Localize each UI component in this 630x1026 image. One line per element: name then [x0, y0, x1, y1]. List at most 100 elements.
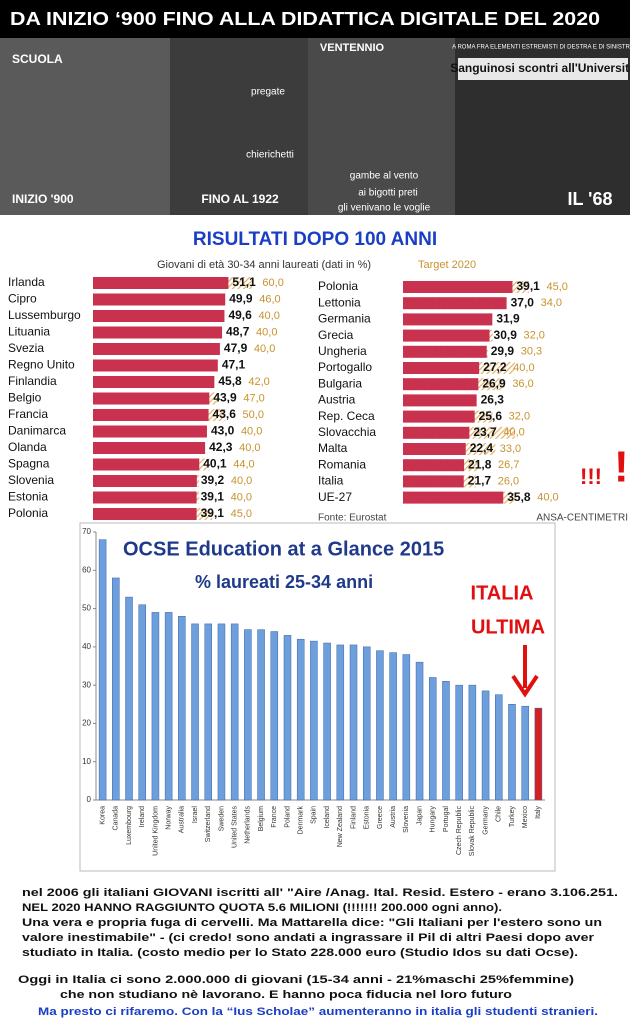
value-label: 43,9: [213, 391, 237, 405]
x-tick-label: Austria: [390, 806, 397, 828]
footer-line: NEL 2020 HANNO RAGGIUNTO QUOTA 5.6 MILIO…: [22, 902, 502, 914]
x-tick-label: Ireland: [139, 806, 146, 828]
value-label: 39,1: [201, 506, 225, 520]
bar: [403, 345, 487, 358]
bar: [403, 329, 490, 342]
target-label: 40,0: [241, 425, 262, 437]
x-tick-label: New Zealand: [337, 806, 344, 847]
photo-caption: FINO AL 1922: [201, 192, 279, 206]
value-label: 51,1: [232, 275, 256, 289]
bar: [93, 425, 207, 438]
category-label: Lituania: [8, 325, 50, 339]
source: Fonte: Eurostat: [318, 513, 387, 524]
target-label: 26,0: [498, 475, 519, 487]
bar: [138, 604, 146, 801]
category-label: Regno Unito: [8, 358, 75, 372]
bar: [310, 640, 318, 801]
title-band: [0, 0, 630, 38]
x-tick-label: Portugal: [443, 806, 450, 833]
value-label: 45,8: [218, 374, 242, 388]
target-label: 60,0: [262, 277, 283, 289]
results-title: RISULTATI DOPO 100 ANNI: [193, 229, 437, 250]
value-label: 29,9: [491, 344, 515, 358]
x-tick-label: United Kingdom: [152, 806, 159, 856]
value-label: 42,3: [209, 440, 233, 454]
photo-caption: gambe al vento: [350, 171, 419, 182]
target-label: 32,0: [524, 330, 545, 342]
bar: [93, 458, 200, 471]
bar: [349, 644, 358, 801]
value-label: 21,8: [468, 457, 492, 471]
bar: [508, 704, 516, 801]
target-label: 40,0: [513, 362, 534, 374]
category-label: Svezia: [8, 341, 44, 355]
photo-caption: gli venivano le voglie: [338, 203, 431, 214]
target-label: 47,0: [243, 392, 264, 404]
category-label: Francia: [8, 407, 48, 421]
x-tick-label: Slovenia: [403, 806, 410, 833]
category-label: Estonia: [8, 490, 48, 504]
bar: [403, 394, 477, 407]
bar: [403, 426, 470, 439]
category-label: Spagna: [8, 457, 50, 471]
target-label: 40,0: [231, 491, 252, 503]
value-label: 47,9: [224, 341, 248, 355]
value-label: 25,6: [479, 409, 503, 423]
bar: [296, 638, 305, 801]
exclamation: !!!: [580, 464, 602, 489]
target-label: 40,0: [239, 442, 260, 454]
y-tick-label: 0: [87, 795, 92, 804]
value-label: 48,7: [226, 325, 250, 339]
value-label: 27,2: [483, 360, 507, 374]
value-label: 39,1: [201, 490, 225, 504]
target-label: 40,0: [258, 310, 279, 322]
x-tick-label: Switzerland: [205, 806, 212, 842]
value-label: 47,1: [222, 358, 246, 372]
bar: [230, 623, 239, 801]
bar: [403, 459, 465, 472]
bar: [191, 623, 199, 801]
target-legend: Target 2020: [418, 259, 476, 271]
category-label: Cipro: [8, 292, 37, 306]
value-label: 49,6: [228, 308, 252, 322]
bar: [336, 644, 345, 801]
category-label: Portogallo: [318, 360, 372, 374]
category-label: Polonia: [8, 506, 48, 520]
x-tick-label: Sweden: [218, 806, 225, 831]
target-label: 34,0: [541, 297, 562, 309]
headline-box: [458, 58, 628, 80]
y-tick-label: 40: [82, 642, 91, 651]
arrow-head: [511, 674, 539, 698]
category-label: Italia: [318, 474, 344, 488]
value-label: 31,9: [496, 312, 520, 326]
bar: [93, 326, 223, 339]
category-label: Belgio: [8, 391, 42, 405]
category-label: Malta: [318, 441, 348, 455]
value-label: 23,7: [473, 425, 497, 439]
category-label: Danimarca: [8, 424, 66, 438]
eu-subtitle: Giovani di età 30-34 anni laureati (dati…: [157, 259, 371, 271]
target-label: 40,0: [231, 475, 252, 487]
value-label: 37,0: [511, 295, 535, 309]
category-label: Rep. Ceca: [318, 409, 375, 423]
bar: [217, 623, 226, 801]
x-tick-label: France: [271, 806, 278, 828]
photo: [170, 38, 308, 215]
bar: [362, 646, 371, 801]
category-label: Austria: [318, 393, 356, 407]
annotation: ITALIA: [471, 582, 534, 604]
x-tick-label: Hungary: [430, 806, 437, 833]
bar: [495, 694, 503, 801]
bar: [270, 631, 279, 801]
x-tick-label: Luxembourg: [126, 806, 133, 845]
x-tick-label: Netherlands: [245, 806, 252, 844]
category-label: Lussemburgo: [8, 308, 81, 322]
bar: [403, 378, 479, 391]
footer-line: Una vera e propria fuga di cervelli. Ma …: [22, 917, 602, 929]
x-tick-label: Denmark: [298, 806, 305, 835]
x-tick-label: Australia: [179, 806, 186, 833]
x-tick-label: Mexico: [522, 806, 529, 828]
category-label: Bulgaria: [318, 376, 362, 390]
bar: [204, 623, 212, 801]
